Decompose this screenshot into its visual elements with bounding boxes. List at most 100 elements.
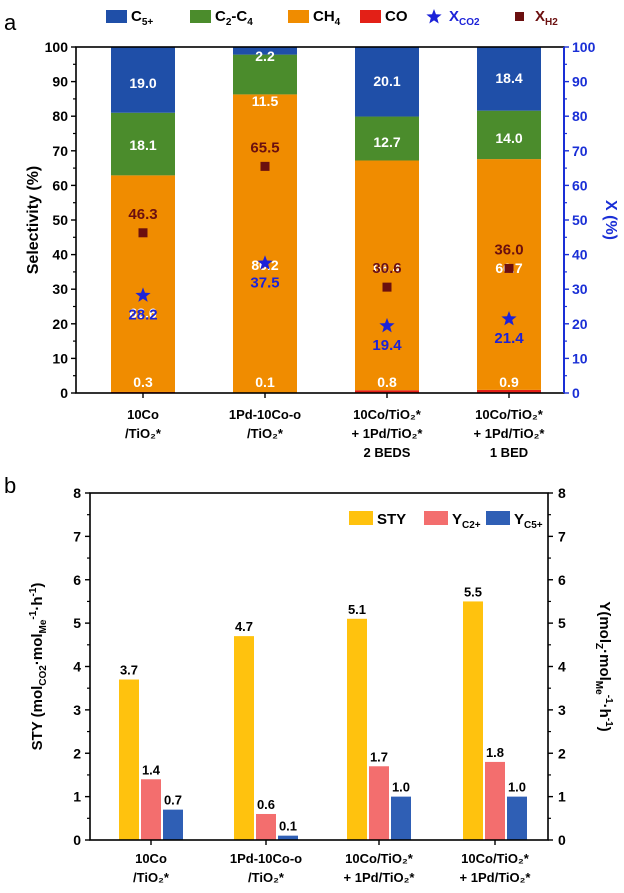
- legend-swatch-YC2: [424, 511, 448, 525]
- legend-swatch-YC5: [486, 511, 510, 525]
- x-category-label-b: + 1Pd/TiO₂*: [344, 870, 416, 885]
- ytick-label-a: 60: [52, 177, 68, 193]
- y2tick-label-b: 2: [558, 745, 566, 761]
- data-label-XH2: 46.3: [128, 206, 157, 223]
- data-label-CH4: 62.6: [129, 305, 156, 321]
- ytick-label-a: 0: [60, 385, 68, 401]
- panel-label-a: a: [4, 10, 17, 35]
- data-label-XH2: 65.5: [250, 139, 279, 156]
- marker-XCO2: [135, 287, 151, 302]
- legend-swatch-STY: [349, 511, 373, 525]
- ytick-label-a: 50: [52, 212, 68, 228]
- y2tick-label-a: 40: [572, 247, 588, 263]
- data-label-YC5: 1.0: [508, 780, 526, 795]
- data-label-STY: 5.1: [348, 602, 366, 617]
- data-label-YC2: 1.7: [370, 749, 388, 764]
- data-label-YC2: 1.8: [486, 745, 504, 760]
- legend-swatch-XCO2: [426, 9, 442, 24]
- data-label-C2C4: 12.7: [373, 134, 400, 150]
- panel-label-b: b: [4, 473, 16, 498]
- ytick-label-b: 1: [73, 789, 81, 805]
- x-category-label-b: /TiO₂*: [248, 870, 285, 885]
- data-label-YC5: 1.0: [392, 780, 410, 795]
- legend-swatch-CH4: [288, 10, 309, 23]
- x-category-label-b: 10Co/TiO₂*: [345, 851, 414, 866]
- data-label-STY: 3.7: [120, 663, 138, 678]
- data-label-XCO2: 21.4: [494, 330, 524, 347]
- data-label-XH2: 36.0: [494, 241, 523, 258]
- data-label-STY: 4.7: [235, 619, 253, 634]
- bar-STY-2: [347, 618, 367, 840]
- y2tick-label-a: 80: [572, 108, 588, 124]
- data-label-C5: 20.1: [373, 73, 400, 89]
- bar-STY-0: [119, 679, 139, 840]
- legend-swatch-XH2: [515, 12, 524, 21]
- data-label-STY: 5.5: [464, 584, 482, 599]
- data-label-C5: 2.2: [255, 48, 275, 64]
- ytick-label-a: 70: [52, 143, 68, 159]
- legend-label-XCO2: XCO2: [449, 8, 480, 28]
- y2tick-label-b: 0: [558, 832, 566, 848]
- marker-XH2: [260, 161, 270, 171]
- data-label-C2C4: 11.5: [252, 93, 279, 109]
- y2tick-label-a: 10: [572, 350, 588, 366]
- legend-swatch-C2C4: [190, 10, 211, 23]
- legend-swatch-CO: [360, 10, 381, 23]
- x-category-label-a: 10Co/TiO₂*: [475, 407, 544, 422]
- data-label-C5: 19.0: [129, 75, 156, 91]
- data-label-CO: 0.8: [377, 374, 397, 390]
- x-category-label-a: /TiO₂*: [125, 426, 162, 441]
- bar-C2C4-2: [355, 116, 419, 161]
- bar-C2C4-1: [233, 54, 297, 95]
- bar-YC2-2: [369, 766, 389, 840]
- y2tick-label-a: 60: [572, 177, 588, 193]
- y2tick-label-b: 1: [558, 789, 566, 805]
- y2tick-label-a: 50: [572, 212, 588, 228]
- marker-XH2: [504, 263, 514, 273]
- y2tick-label-b: 6: [558, 572, 566, 588]
- data-label-CO: 0.3: [133, 374, 153, 390]
- x-category-label-a: 1Pd-10Co-o: [229, 407, 301, 422]
- legend-label-YC5: YC5+: [514, 511, 543, 531]
- ytick-label-a: 90: [52, 74, 68, 90]
- legend-label-C2C4: C2-C4: [215, 8, 253, 28]
- y2tick-label-a: 20: [572, 316, 588, 332]
- x-category-label-a: 1 BED: [490, 445, 528, 460]
- data-label-XCO2: 19.4: [372, 337, 402, 354]
- marker-XH2: [382, 282, 392, 292]
- y2tick-label-b: 5: [558, 615, 566, 631]
- bar-YC2-0: [141, 779, 161, 840]
- data-label-C5: 18.4: [495, 70, 522, 86]
- legend-label-YC2: YC2+: [452, 511, 481, 531]
- bar-CH4-0: [111, 175, 175, 392]
- bar-YC2-1: [256, 813, 276, 840]
- legend-label-XH2: XH2: [535, 8, 558, 28]
- data-label-CO: 0.9: [499, 374, 519, 390]
- bar-YC5-2: [391, 796, 411, 840]
- data-label-XCO2: 28.2: [128, 306, 157, 323]
- data-label-XH2: 30.6: [372, 260, 401, 277]
- legend-label-CO: CO: [385, 8, 408, 25]
- y2tick-label-b: 3: [558, 702, 566, 718]
- ytick-label-b: 3: [73, 702, 81, 718]
- x-category-label-a: + 1Pd/TiO₂*: [474, 426, 546, 441]
- y2tick-label-b: 4: [558, 659, 566, 675]
- ytick-label-b: 6: [73, 572, 81, 588]
- x-category-label-b: /TiO₂*: [133, 870, 170, 885]
- data-label-YC2: 1.4: [142, 762, 161, 777]
- data-label-XCO2: 37.5: [250, 274, 279, 291]
- y2tick-label-b: 8: [558, 485, 566, 501]
- bar-C2C4-0: [111, 112, 175, 176]
- ytick-label-b: 5: [73, 615, 81, 631]
- y2tick-label-a: 100: [572, 39, 596, 55]
- data-label-CH4: 66.4: [373, 260, 400, 276]
- x-category-label-a: 2 BEDS: [364, 445, 411, 460]
- bar-CH4-1: [233, 94, 297, 393]
- bar-YC5-3: [507, 796, 527, 840]
- ytick-label-b: 2: [73, 745, 81, 761]
- legend-label-STY: STY: [377, 511, 406, 528]
- y2-axis-title-b: Y(molZ·molMe-1·h-1): [593, 601, 614, 731]
- bar-C5-2: [355, 47, 419, 117]
- ytick-label-a: 20: [52, 316, 68, 332]
